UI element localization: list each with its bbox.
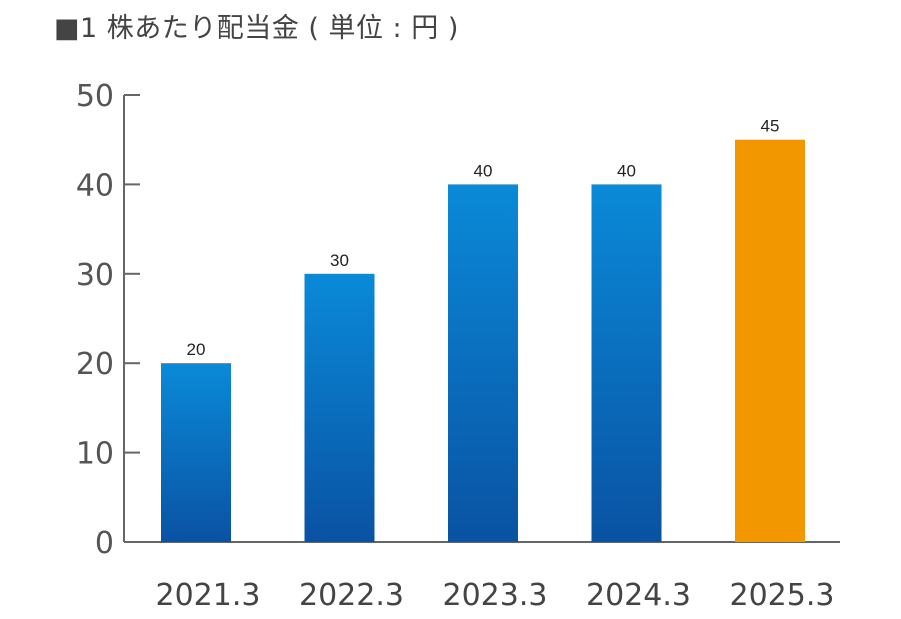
y-tick-label: 30 [76, 258, 114, 293]
data-label: 40 [617, 161, 636, 180]
bar-2025.3 [735, 139, 805, 542]
y-tick-label: 40 [76, 168, 114, 203]
y-tick-label: 0 [95, 526, 114, 561]
bar-2022.3 [304, 273, 375, 542]
x-category-label: 2021.3 [156, 578, 261, 613]
y-tick-label: 10 [76, 437, 114, 472]
x-category-label: 2022.3 [299, 578, 404, 613]
data-label: 45 [761, 117, 780, 136]
x-category-label: 2024.3 [586, 578, 691, 613]
y-tick-label: 50 [76, 79, 114, 114]
data-label: 40 [474, 161, 493, 180]
data-label: 20 [187, 340, 206, 359]
y-tick-label: 20 [76, 347, 114, 382]
bar-2023.3 [448, 184, 518, 542]
x-category-label: 2025.3 [730, 578, 835, 613]
x-category-label: 2023.3 [443, 578, 548, 613]
chart-title: ■1 株あたり配当金 ( 単位 : 円 ) [54, 13, 459, 44]
bar-2024.3 [591, 184, 662, 542]
bar-2021.3 [161, 363, 231, 542]
data-label: 30 [330, 251, 349, 270]
